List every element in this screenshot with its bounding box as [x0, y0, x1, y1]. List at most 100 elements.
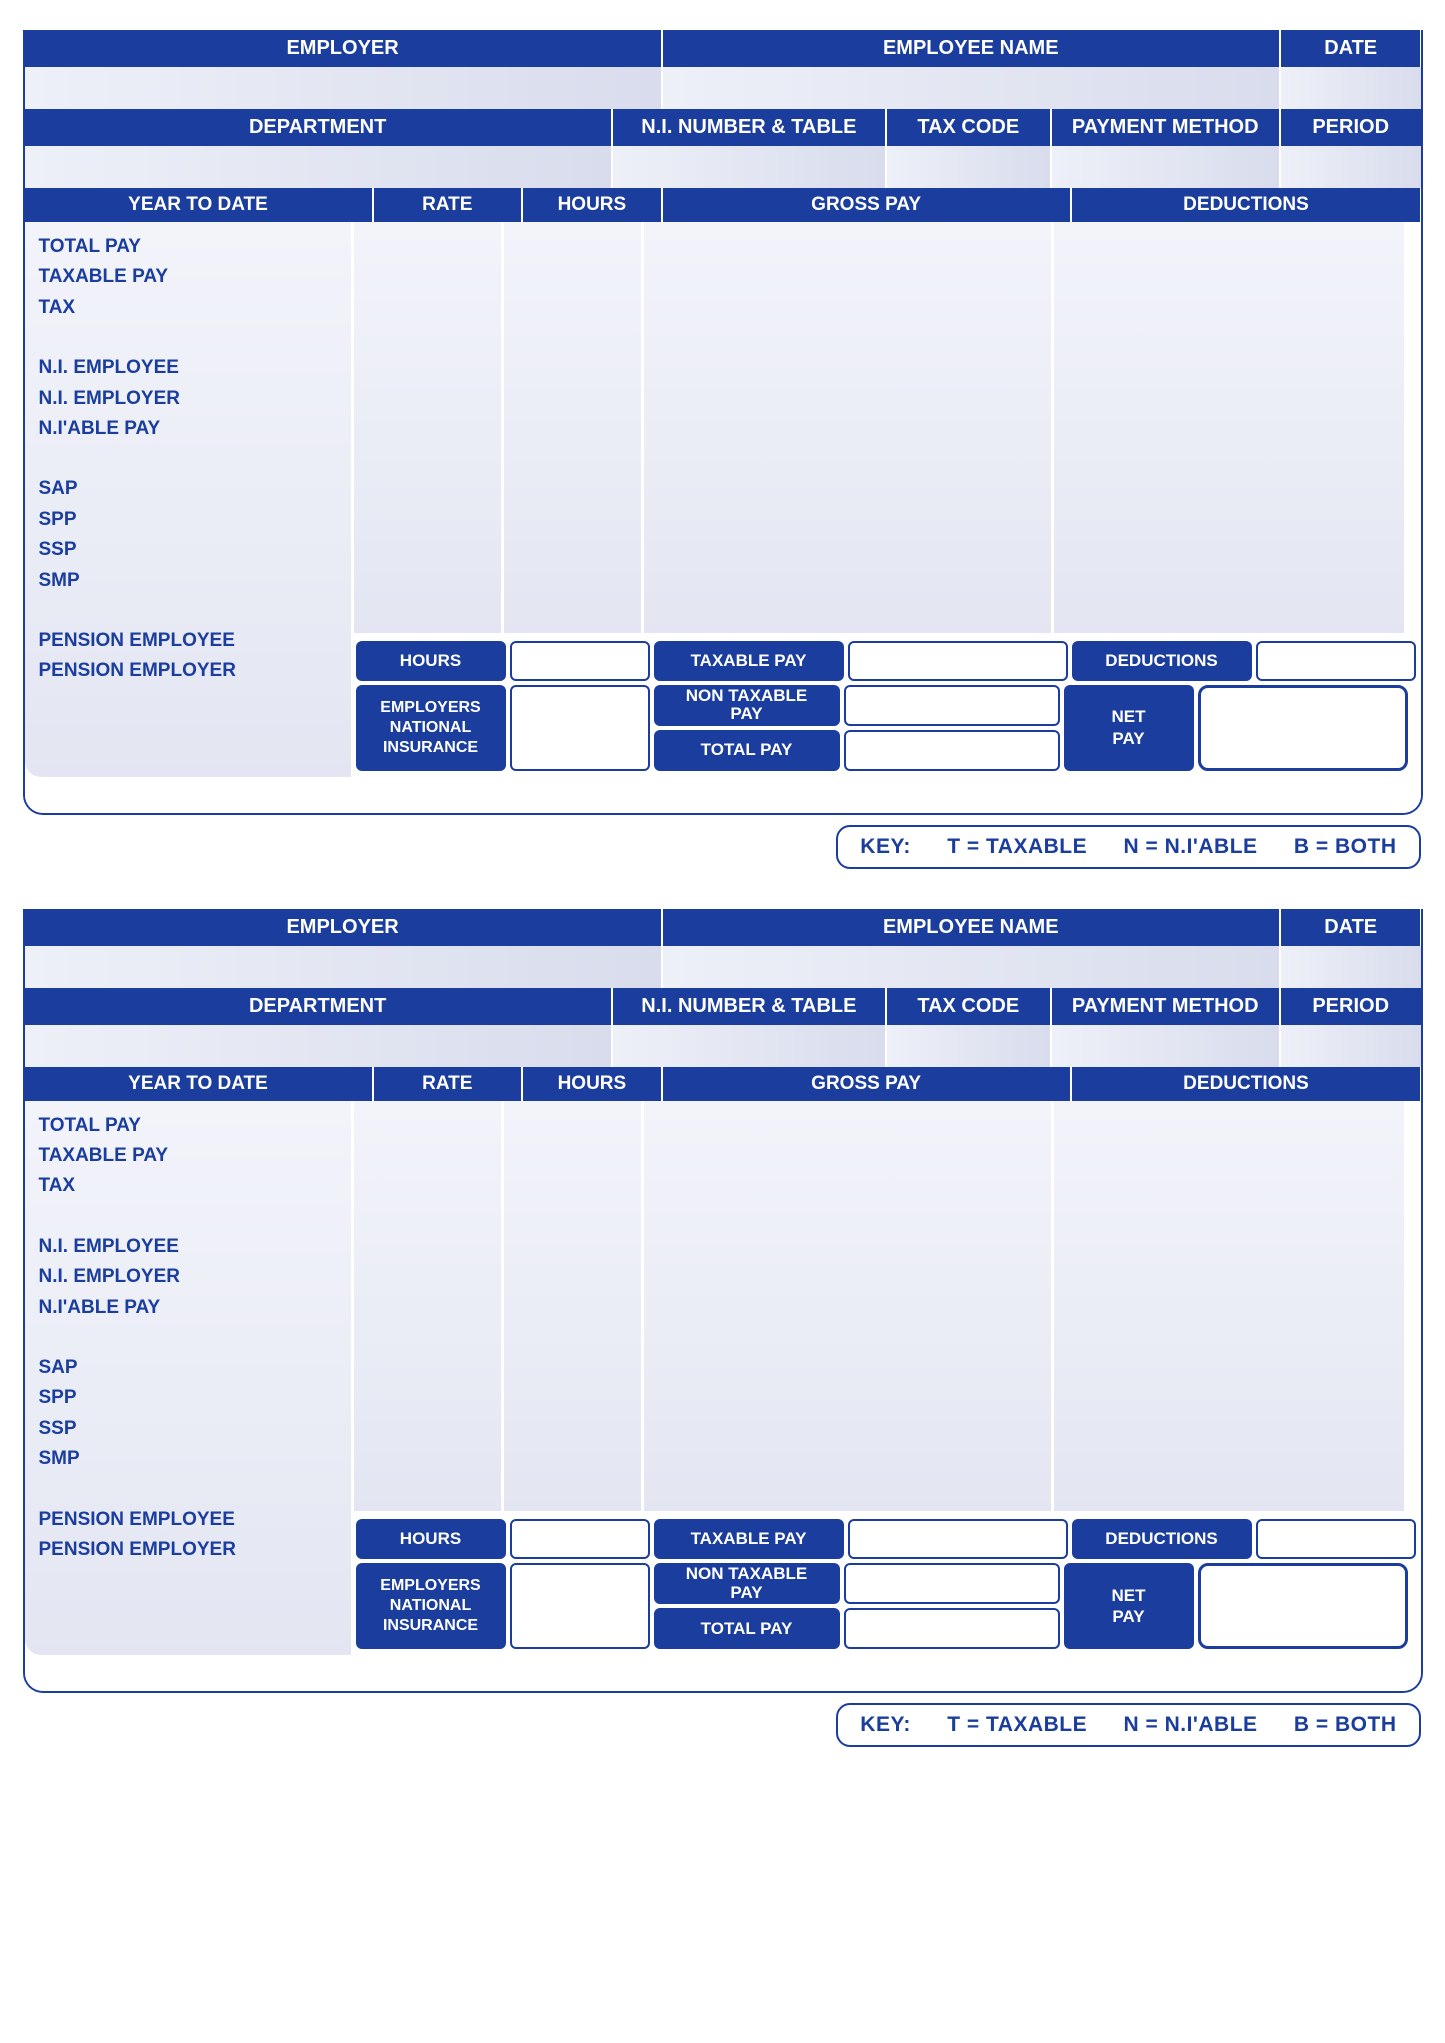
body-content: TOTAL PAY TAXABLE PAY TAX N.I. EMPLOYEE …: [25, 222, 1421, 777]
eni-line1: EMPLOYERS: [380, 698, 480, 718]
header-ni-number: N.I. NUMBER & TABLE: [613, 109, 887, 146]
value-row-1: [25, 67, 1421, 109]
summary-employers-ni-value: [510, 685, 650, 771]
summary-hours-label: HOURS: [356, 1519, 506, 1559]
mid-upper: [354, 222, 1421, 633]
ytd-smp: SMP: [39, 566, 351, 596]
mid-area: HOURS TAXABLE PAY DEDUCTIONS EMPLOYERS N…: [354, 222, 1421, 777]
ytd-ssp: SSP: [39, 1414, 351, 1444]
col-rate: [354, 1101, 504, 1512]
header-date: DATE: [1281, 909, 1421, 946]
ytd-ssp: SSP: [39, 535, 351, 565]
header-ytd: YEAR TO DATE: [25, 188, 374, 222]
payslip-2: Re-order code IRLPAY© EMPLOYER EMPLOYEE …: [23, 909, 1423, 1748]
ytd-smp: SMP: [39, 1444, 351, 1474]
footer-gap: [25, 1655, 1421, 1691]
summary-nontax-pay-value: [844, 685, 1060, 726]
ytd-total-pay: TOTAL PAY: [39, 232, 351, 262]
ytd-column: TOTAL PAY TAXABLE PAY TAX N.I. EMPLOYEE …: [25, 1101, 354, 1656]
header-ytd: YEAR TO DATE: [25, 1067, 374, 1101]
summary-deductions-label: DEDUCTIONS: [1072, 641, 1252, 681]
header-rate: RATE: [374, 1067, 524, 1101]
summary-hours-value: [510, 1519, 650, 1559]
header-employer: EMPLOYER: [25, 30, 663, 67]
ytd-niable-pay: N.I'ABLE PAY: [39, 1293, 351, 1323]
header-tax-code: TAX CODE: [887, 109, 1052, 146]
summary-net-pay-label: NET PAY: [1064, 685, 1194, 771]
summary-hours-value: [510, 641, 650, 681]
header-row-2: DEPARTMENT N.I. NUMBER & TABLE TAX CODE …: [25, 988, 1421, 1025]
eni-line3: INSURANCE: [383, 1616, 478, 1636]
summary-taxable-pay-label: TAXABLE PAY: [654, 1519, 844, 1559]
ytd-sap: SAP: [39, 1353, 351, 1383]
value-date: [1281, 946, 1421, 988]
header-row-1: EMPLOYER EMPLOYEE NAME DATE: [25, 30, 1421, 67]
ytd-pension-employer: PENSION EMPLOYER: [39, 656, 351, 686]
key-legend: KEY: T = TAXABLE N = N.I'ABLE B = BOTH: [836, 825, 1420, 869]
header-tax-code: TAX CODE: [887, 988, 1052, 1025]
value-ni-number: [613, 146, 887, 188]
summary-employers-ni-label: EMPLOYERS NATIONAL INSURANCE: [356, 685, 506, 771]
summary-net-pay-value: [1198, 685, 1408, 771]
summary-net-pay-value: [1198, 1563, 1408, 1649]
ytd-spp: SPP: [39, 505, 351, 535]
ntp-line1: NON TAXABLE: [686, 687, 808, 706]
ntp-line2: PAY: [730, 705, 762, 724]
ytd-ni-employee: N.I. EMPLOYEE: [39, 1232, 351, 1262]
ytd-ni-employer: N.I. EMPLOYER: [39, 384, 351, 414]
header-row-2: DEPARTMENT N.I. NUMBER & TABLE TAX CODE …: [25, 109, 1421, 146]
summary-deductions-value: [1256, 641, 1416, 681]
value-ni-number: [613, 1025, 887, 1067]
ytd-ni-employee: N.I. EMPLOYEE: [39, 353, 351, 383]
value-tax-code: [887, 146, 1052, 188]
col-hours: [504, 1101, 644, 1512]
header-period: PERIOD: [1281, 109, 1421, 146]
ytd-ni-employer: N.I. EMPLOYER: [39, 1262, 351, 1292]
col-rate: [354, 222, 504, 633]
ytd-niable-pay: N.I'ABLE PAY: [39, 414, 351, 444]
summary-nontax-pay-label: NON TAXABLE PAY: [654, 1563, 840, 1604]
col-gross: [644, 1101, 1054, 1512]
value-row-1: [25, 946, 1421, 988]
ytd-taxable-pay: TAXABLE PAY: [39, 1141, 351, 1171]
reorder-code: Re-order code IRLPAY©: [0, 1468, 1, 1587]
value-tax-code: [887, 1025, 1052, 1067]
mid-area: HOURS TAXABLE PAY DEDUCTIONS EMPLOYERS N…: [354, 1101, 1421, 1656]
value-employer: [25, 946, 663, 988]
key-n: N = N.I'ABLE: [1123, 1713, 1257, 1736]
ytd-column: TOTAL PAY TAXABLE PAY TAX N.I. EMPLOYEE …: [25, 222, 354, 777]
key-t: T = TAXABLE: [947, 1713, 1087, 1736]
header-employee-name: EMPLOYEE NAME: [663, 30, 1281, 67]
header-deductions: DEDUCTIONS: [1072, 1067, 1421, 1101]
value-employer: [25, 67, 663, 109]
eni-line1: EMPLOYERS: [380, 1576, 480, 1596]
footer-gap: [25, 777, 1421, 813]
header-period: PERIOD: [1281, 988, 1421, 1025]
summary-employers-ni-label: EMPLOYERS NATIONAL INSURANCE: [356, 1563, 506, 1649]
value-period: [1281, 1025, 1421, 1067]
header-hours: HOURS: [523, 188, 663, 222]
header-rate: RATE: [374, 188, 524, 222]
summary-taxable-pay-value: [848, 641, 1068, 681]
ntp-line1: NON TAXABLE: [686, 1565, 808, 1584]
header-department: DEPARTMENT: [25, 109, 613, 146]
value-period: [1281, 146, 1421, 188]
summary-nontax-pay-label: NON TAXABLE PAY: [654, 685, 840, 726]
header-ni-number: N.I. NUMBER & TABLE: [613, 988, 887, 1025]
ytd-tax: TAX: [39, 1171, 351, 1201]
header-deductions: DEDUCTIONS: [1072, 188, 1421, 222]
header-employee-name: EMPLOYEE NAME: [663, 909, 1281, 946]
header-payment-method: PAYMENT METHOD: [1052, 109, 1281, 146]
key-prefix: KEY:: [860, 835, 911, 858]
reorder-code: Re-order code IRLPAY©: [0, 590, 1, 709]
net-line2: PAY: [1112, 728, 1144, 749]
summary-hours-label: HOURS: [356, 641, 506, 681]
key-n: N = N.I'ABLE: [1123, 835, 1257, 858]
key-t: T = TAXABLE: [947, 835, 1087, 858]
value-row-2: [25, 1025, 1421, 1067]
ytd-taxable-pay: TAXABLE PAY: [39, 262, 351, 292]
eni-line2: NATIONAL: [390, 1596, 471, 1616]
value-department: [25, 1025, 613, 1067]
summary-taxable-pay-label: TAXABLE PAY: [654, 641, 844, 681]
value-department: [25, 146, 613, 188]
